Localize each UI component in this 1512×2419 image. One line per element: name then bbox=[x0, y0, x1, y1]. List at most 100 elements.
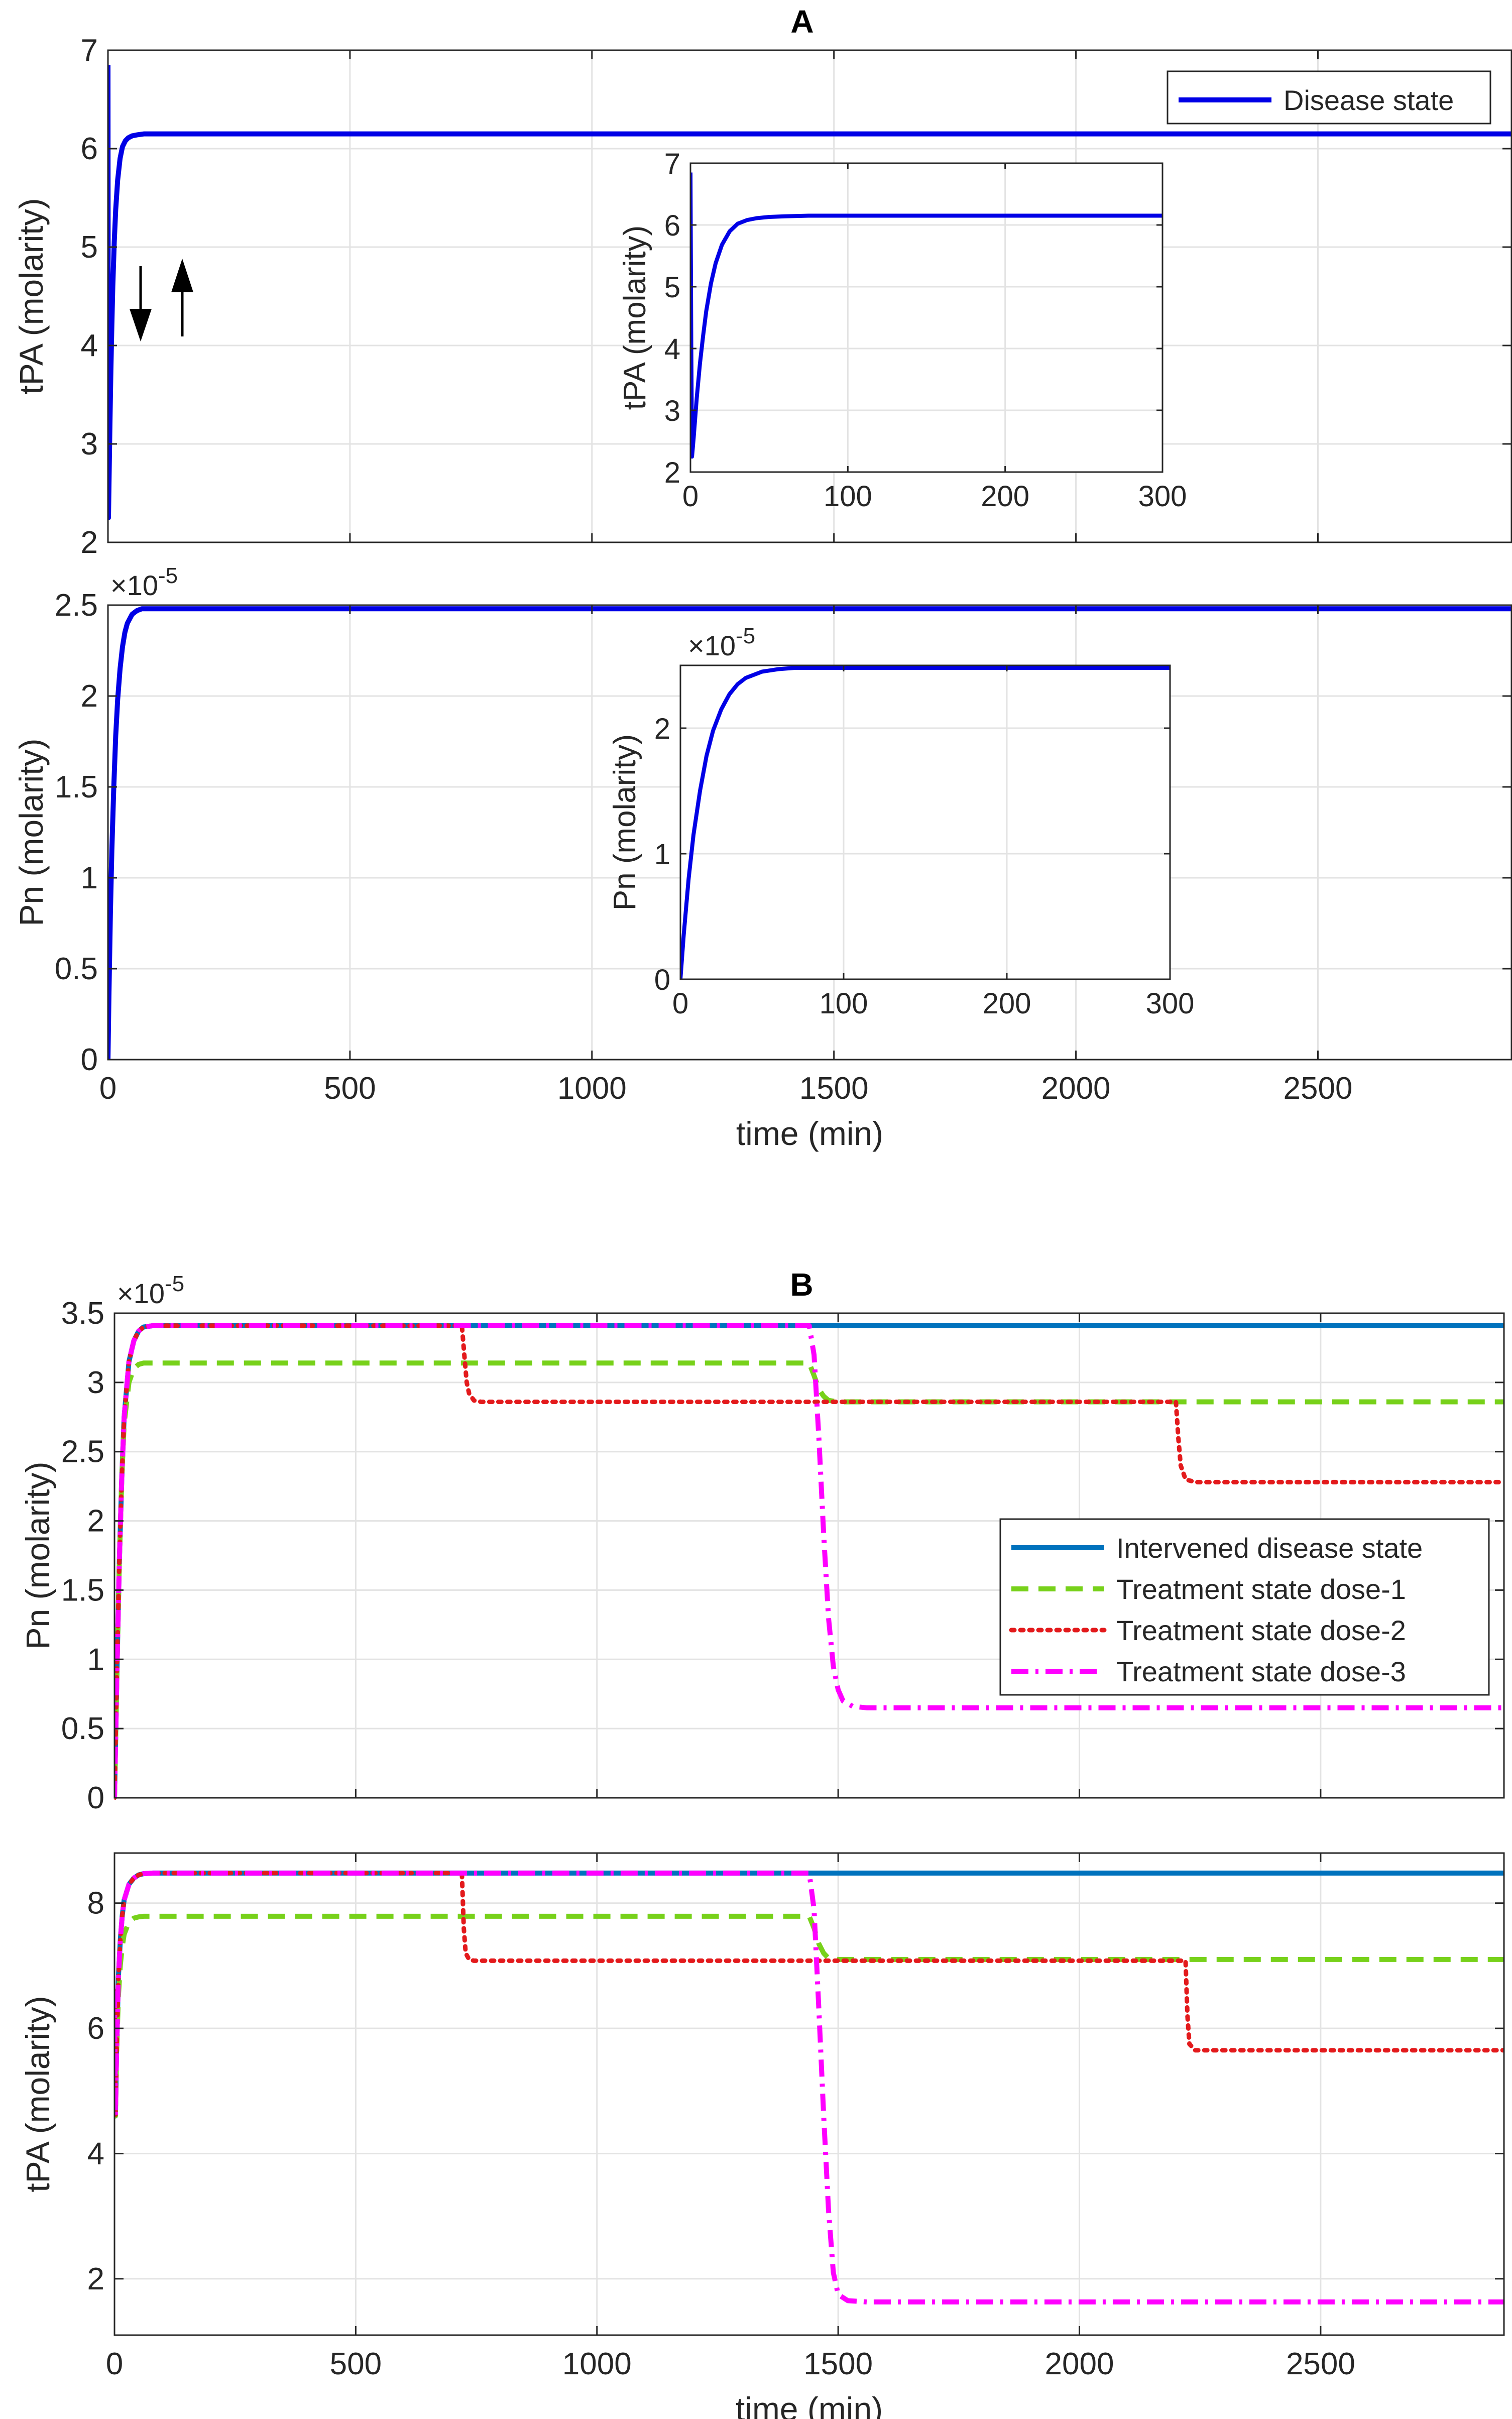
chart-b-top-ytick-label-0: 0 bbox=[87, 1781, 104, 1815]
chart-b-top-legend-label-2: Treatment state dose-2 bbox=[1116, 1615, 1406, 1646]
chart-a-bottom-inset-ylabel: Pn (molarity) bbox=[608, 734, 642, 910]
chart-a-top-ytick-label-2: 4 bbox=[81, 328, 98, 363]
chart-b-top-ytick-label-4: 2 bbox=[87, 1504, 104, 1539]
chart-b-top-series-line-3 bbox=[114, 1323, 1504, 1798]
chart-a-top-inset-xtick-label-0: 0 bbox=[682, 480, 699, 513]
chart-b-bottom-ytick-label-0: 2 bbox=[87, 2262, 104, 2296]
chart-a-bottom-inset-plot-area bbox=[680, 665, 1170, 979]
chart-a-bottom-xtick-label-5: 2500 bbox=[1284, 1071, 1353, 1106]
chart-b-top-ytick-label-5: 2.5 bbox=[61, 1435, 104, 1469]
chart-b-bottom-axes: 0 500 1000 1500 2000 2500 2 4 6 8 tPA (molarity) ti… bbox=[19, 1852, 1505, 2419]
chart-b-top-ytick-label-6: 3 bbox=[87, 1365, 104, 1400]
chart-b-bottom-frame bbox=[113, 1852, 1505, 2336]
chart-b-bottom-ytick-label-1: 4 bbox=[87, 2136, 104, 2171]
chart-a-bottom-xtick-label-0: 0 bbox=[99, 1071, 117, 1106]
chart-a-bottom-exponent-base: ×10 bbox=[110, 569, 158, 601]
chart-a-bottom-ytick-label-0: 0 bbox=[81, 1043, 98, 1077]
chart-a-top-inset-series-group bbox=[690, 172, 1162, 459]
chart-a-top-inset-plot-area bbox=[690, 163, 1162, 472]
chart-a-top-series-line-0 bbox=[108, 65, 1511, 520]
chart-b-bottom-ylabel: tPA (molarity) bbox=[19, 1996, 56, 2192]
chart-b-top-legend: Intervened disease state Treatment state … bbox=[999, 1518, 1490, 1696]
chart-a-bottom-xlabel: time (min) bbox=[736, 1115, 883, 1152]
chart-a-top-inset-frame bbox=[689, 162, 1164, 473]
chart-b-bottom-ytick-label-3: 8 bbox=[87, 1886, 104, 1921]
chart-b-top-legend-label-0: Intervened disease state bbox=[1116, 1532, 1423, 1564]
chart-a-top-ytick-label-5: 7 bbox=[81, 33, 98, 68]
chart-a-top-inset-ytick-label-3: 5 bbox=[664, 271, 680, 304]
chart-b-top-ylabel: Pn (molarity) bbox=[19, 1461, 56, 1649]
chart-a-top-inset-ytick-label-0: 2 bbox=[664, 456, 680, 489]
chart-a-top-ytick-label-0: 2 bbox=[81, 525, 98, 560]
chart-a-bottom-inset-exponent-power: -5 bbox=[736, 624, 755, 648]
chart-a-bottom-ytick-label-2: 1 bbox=[81, 861, 98, 895]
chart-b-bottom-series-group bbox=[114, 1870, 1504, 2305]
chart-a-top-inset-ytick-label-2: 4 bbox=[664, 333, 680, 366]
chart-a-bottom-inset-series-group bbox=[680, 666, 1170, 980]
chart-a-top-ytick-label-4: 6 bbox=[81, 132, 98, 166]
chart-a-bottom-exponent-power: -5 bbox=[158, 563, 178, 588]
chart-b-top-exponent: ×10-5 bbox=[117, 1272, 184, 1309]
chart-a-top-inset-ytick-label-5: 7 bbox=[664, 148, 680, 180]
chart-a-bottom-inset-exponent-base: ×10 bbox=[688, 630, 736, 661]
chart-a-top-inset-xtick-label-3: 300 bbox=[1138, 480, 1187, 513]
chart-a-bottom-inset-ytick-label-1: 1 bbox=[654, 838, 670, 871]
chart-a-bottom-xtick-label-4: 2000 bbox=[1041, 1071, 1111, 1106]
chart-a-bottom-inset-xtick-label-0: 0 bbox=[672, 987, 688, 1020]
chart-a-top-ytick-label-3: 5 bbox=[81, 230, 98, 265]
chart-b-bottom-ytick-label-2: 6 bbox=[87, 2011, 104, 2046]
chart-b-bottom-plot-area bbox=[114, 1853, 1504, 2335]
chart-a-bottom-inset-exponent: ×10-5 bbox=[688, 624, 755, 661]
chart-b-top-series-group bbox=[114, 1323, 1504, 1800]
up-arrow-icon bbox=[171, 259, 193, 292]
chart-a-bottom-series-line-0 bbox=[108, 606, 1511, 1060]
chart-a-bottom-frame bbox=[107, 604, 1512, 1061]
chart-b-bottom-xtick-label-5: 2500 bbox=[1286, 2347, 1355, 2381]
chart-b-top-ytick-label-2: 1 bbox=[87, 1642, 104, 1677]
chart-a-bottom-ylabel: Pn (molarity) bbox=[13, 738, 50, 926]
chart-a-top-legend-label-0: Disease state bbox=[1284, 84, 1454, 116]
chart-a-bottom-inset-xtick-label-1: 100 bbox=[820, 987, 868, 1020]
chart-b-top-title: B bbox=[790, 1266, 813, 1303]
chart-b-top-frame bbox=[113, 1312, 1505, 1799]
chart-a-bottom-inset-ytick-label-2: 2 bbox=[654, 713, 670, 745]
chart-b-bottom-xtick-label-2: 1000 bbox=[562, 2347, 632, 2381]
chart-a-bottom-xtick-label-2: 1000 bbox=[557, 1071, 627, 1106]
chart-a-bottom-xtick-label-3: 1500 bbox=[799, 1071, 869, 1106]
chart-a-bottom-inset-xtick-label-2: 200 bbox=[983, 987, 1031, 1020]
chart-a-top-inset-axes: 0 100 200 300 2 3 4 5 6 7 tPA (molarity) bbox=[618, 148, 1187, 513]
chart-a-top-series-group bbox=[108, 65, 1511, 520]
chart-a-top-inset-ylabel: tPA (molarity) bbox=[618, 225, 652, 410]
chart-b-bottom-xtick-label-0: 0 bbox=[106, 2347, 123, 2381]
chart-b-top-ytick-label-1: 0.5 bbox=[61, 1711, 104, 1746]
chart-b-top-exponent-power: -5 bbox=[165, 1272, 184, 1296]
chart-a-top-inset-ytick-label-4: 6 bbox=[664, 209, 680, 242]
chart-b-top-ytick-label-7: 3.5 bbox=[61, 1296, 104, 1331]
chart-a-bottom-xtick-label-1: 500 bbox=[324, 1071, 376, 1106]
chart-b-top-exponent-base: ×10 bbox=[117, 1278, 165, 1309]
chart-b-top-legend-label-3: Treatment state dose-3 bbox=[1116, 1656, 1406, 1687]
chart-b-top-ytick-label-3: 1.5 bbox=[61, 1573, 104, 1607]
chart-a-top-ytick-label-1: 3 bbox=[81, 427, 98, 462]
chart-b-top-series-line-2 bbox=[114, 1323, 1504, 1800]
chart-b-bottom-xtick-label-1: 500 bbox=[330, 2347, 382, 2381]
chart-a-top-ylabel: tPA (molarity) bbox=[13, 198, 50, 394]
chart-a-bottom-inset-xtick-label-3: 300 bbox=[1146, 987, 1195, 1020]
chart-a-top-legend: Disease state bbox=[1167, 70, 1491, 125]
chart-b-bottom-xtick-label-3: 1500 bbox=[803, 2347, 873, 2381]
chart-a-bottom-inset-series-line-0 bbox=[680, 666, 1170, 980]
chart-a-bottom-inset-frame bbox=[679, 664, 1171, 980]
chart-a-bottom-series-group bbox=[108, 606, 1511, 1060]
down-arrow-icon bbox=[130, 309, 152, 341]
chart-a-top-inset-series-line-0 bbox=[690, 172, 1162, 459]
chart-a-top-inset-xtick-label-1: 100 bbox=[824, 480, 872, 513]
chart-b-top-legend-label-1: Treatment state dose-1 bbox=[1116, 1573, 1406, 1605]
chart-a-bottom-inset-ytick-label-0: 0 bbox=[654, 964, 670, 996]
chart-a-bottom-ytick-label-5: 2.5 bbox=[55, 588, 98, 623]
chart-a-top-frame bbox=[107, 49, 1512, 543]
chart-a-bottom-exponent: ×10-5 bbox=[110, 563, 178, 601]
chart-a-top-inset-ytick-label-1: 3 bbox=[664, 395, 680, 427]
chart-a-bottom-inset-axes: 0 100 200 300 0 1 2 Pn (molarity) ×10-5 bbox=[608, 624, 1194, 1020]
